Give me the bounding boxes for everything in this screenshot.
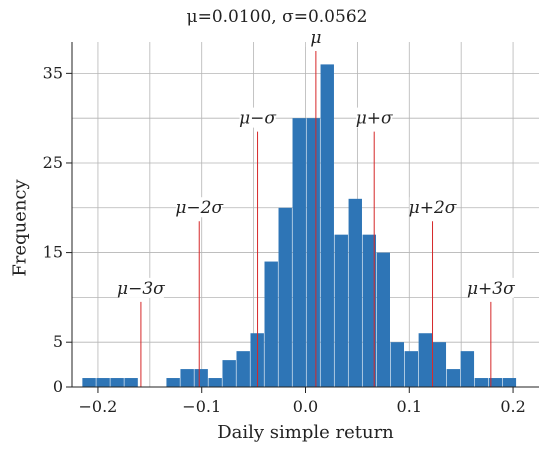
- reference-label-box: [356, 107, 393, 128]
- histogram-bar: [376, 252, 390, 387]
- y-tick-label: 5: [53, 332, 63, 351]
- histogram-bar: [306, 118, 320, 388]
- reference-label: μ−σ: [239, 109, 276, 129]
- histogram-bar: [96, 378, 110, 387]
- x-axis-label: Daily simple return: [217, 422, 394, 443]
- histogram-bar: [222, 360, 236, 387]
- x-tick-label: 0.2: [500, 397, 525, 416]
- histogram-bar: [488, 378, 503, 387]
- reference-label: μ: [310, 28, 321, 48]
- reference-label-box: [305, 26, 326, 47]
- reference-label: μ+σ: [356, 109, 393, 129]
- x-tick-label: −0.2: [79, 397, 118, 416]
- chart-title: μ=0.0100, σ=0.0562: [186, 7, 368, 27]
- histogram-bar: [110, 378, 124, 387]
- reference-label-box: [239, 107, 276, 128]
- reference-label-box: [467, 277, 514, 298]
- histogram-bar: [502, 378, 517, 387]
- axes: −0.2 −0.1 0.0 0.1 0.2 0 5 15 25 35: [43, 42, 539, 416]
- y-tick-label: 35: [43, 63, 63, 82]
- histogram-bar: [460, 351, 475, 387]
- reference-label: μ−3σ: [117, 279, 165, 299]
- histogram-bar: [180, 369, 194, 387]
- reference-label-box: [117, 277, 164, 298]
- histogram-bar: [278, 207, 292, 387]
- histogram-bar: [166, 378, 180, 387]
- reference-label: μ−2σ: [175, 198, 223, 218]
- histogram-bar: [362, 234, 376, 387]
- reference-label: μ+2σ: [409, 198, 457, 218]
- histogram-bar: [404, 351, 419, 387]
- y-tick-label: 15: [43, 243, 63, 262]
- reference-label: μ+3σ: [467, 279, 515, 299]
- histogram-bar: [390, 342, 405, 387]
- y-tick-label: 25: [43, 153, 63, 172]
- y-tick-label: 0: [53, 377, 63, 396]
- histogram-bar: [292, 118, 306, 388]
- reference-label-box: [409, 197, 456, 218]
- histogram-bar: [264, 261, 278, 387]
- histogram-bar: [236, 351, 250, 387]
- histogram-bar: [348, 198, 362, 387]
- histogram-bar: [446, 369, 461, 387]
- histogram-bar: [432, 342, 447, 387]
- reference-lines: [140, 50, 492, 387]
- reference-labels: μ−3σ μ−2σ μ−σ μ μ+σ μ+2σ μ+3σ: [117, 26, 515, 299]
- histogram-bar: [208, 378, 222, 387]
- histogram-bar: [194, 369, 208, 387]
- x-tick-label: −0.1: [182, 397, 221, 416]
- histogram-bar: [418, 333, 433, 387]
- histogram-bar: [320, 64, 334, 388]
- histogram-bars: [82, 64, 517, 388]
- histogram-bar: [82, 378, 96, 387]
- reference-label-box: [176, 197, 223, 218]
- histogram-bar: [124, 378, 138, 387]
- histogram-bar: [474, 378, 489, 387]
- x-tick-label: 0.1: [397, 397, 422, 416]
- histogram-bar: [334, 234, 348, 387]
- x-tick-label: 0.0: [293, 397, 318, 416]
